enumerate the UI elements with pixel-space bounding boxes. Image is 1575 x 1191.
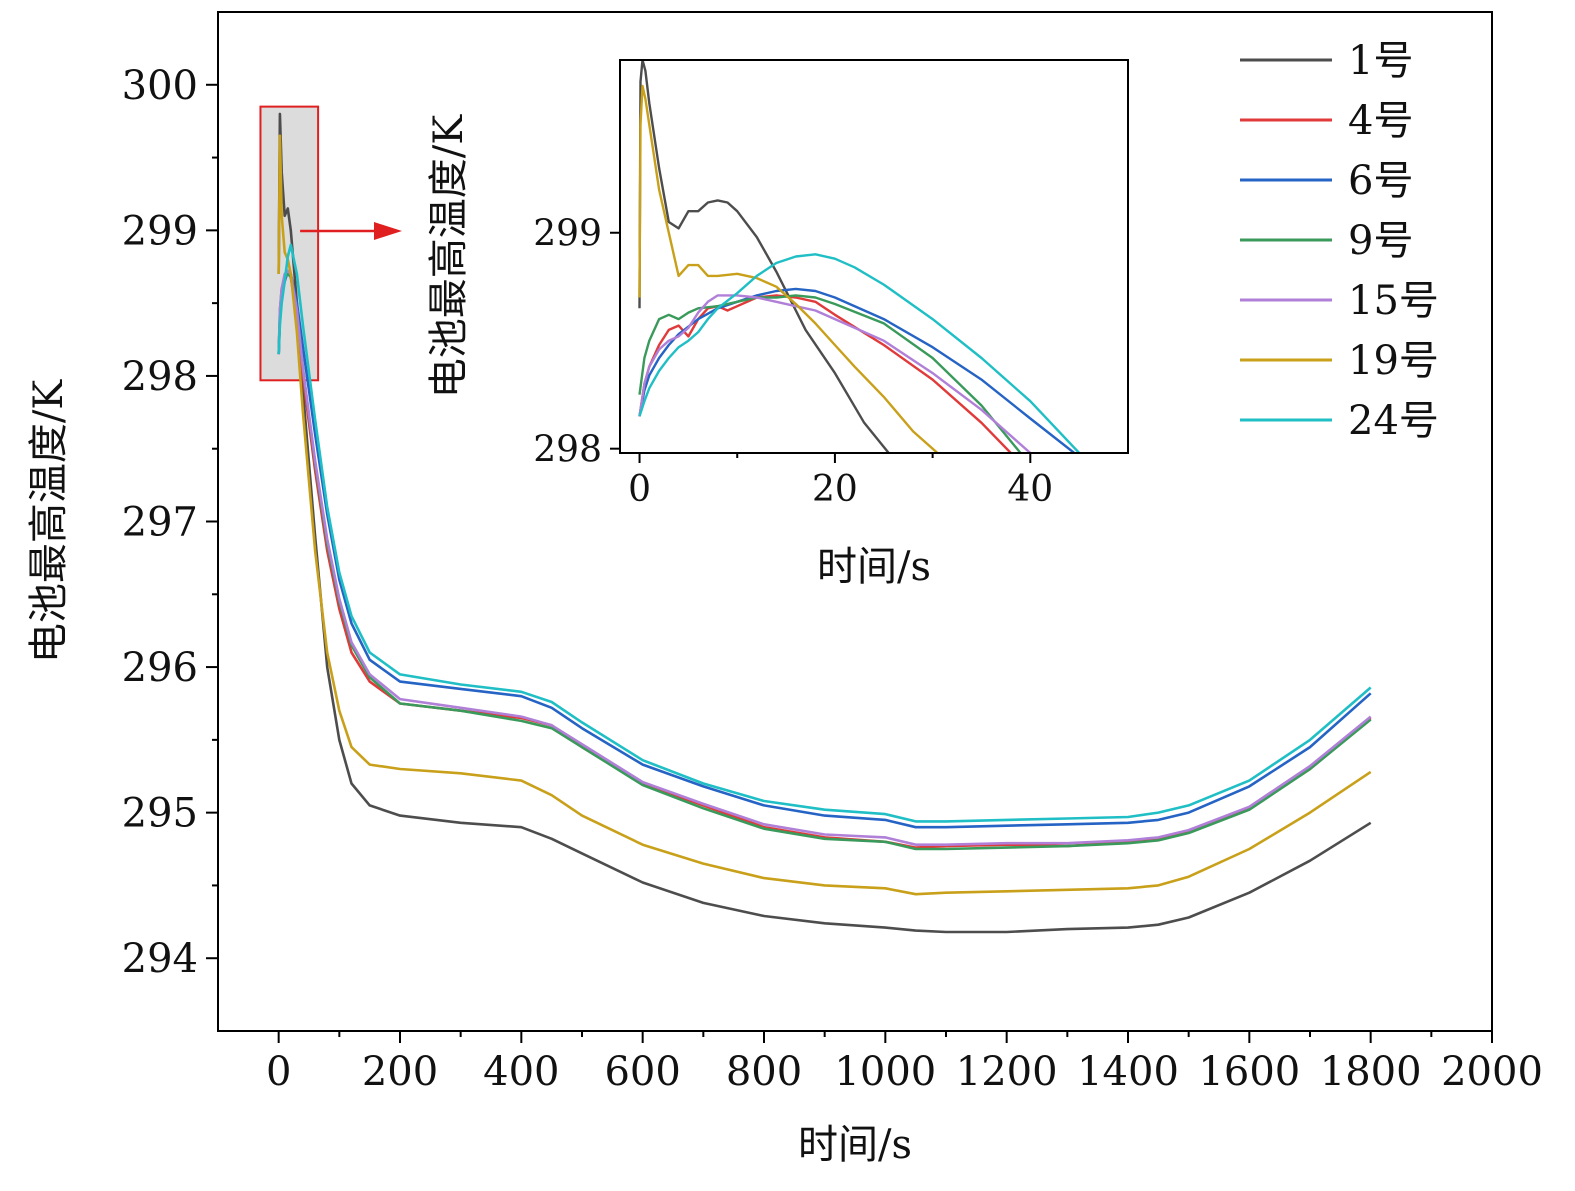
legend-label-1号: 1号 bbox=[1348, 38, 1413, 84]
inset-y-axis-title: 电池最高温度/K bbox=[426, 114, 472, 398]
main-x-tick-label: 1200 bbox=[956, 1049, 1058, 1095]
main-series-group bbox=[277, 112, 1372, 934]
main-plot: 0 200 400 600 800 1000 1200 1400 1600 1800 2000294… bbox=[26, 11, 1543, 1168]
legend-label-4号: 4号 bbox=[1348, 98, 1413, 144]
inset-series-line-15号 bbox=[638, 294, 1032, 453]
inset-series-line-1号 bbox=[638, 60, 890, 453]
main-x-tick-label: 2000 bbox=[1441, 1049, 1543, 1095]
inset-series-line-24号 bbox=[638, 253, 1081, 453]
inset-series-group bbox=[638, 60, 1081, 453]
main-x-tick-label: 400 bbox=[483, 1049, 559, 1095]
legend-label-9号: 9号 bbox=[1348, 218, 1413, 264]
main-y-tick-label: 296 bbox=[122, 645, 198, 691]
main-y-tick-label: 300 bbox=[122, 63, 198, 109]
legend-label-24号: 24号 bbox=[1348, 398, 1439, 444]
main-x-tick-label: 200 bbox=[362, 1049, 438, 1095]
main-y-tick-label: 298 bbox=[122, 354, 198, 400]
inset-background bbox=[620, 60, 1128, 453]
inset-x-tick-label: 0 bbox=[628, 469, 651, 510]
main-x-tick-label: 1800 bbox=[1320, 1049, 1422, 1095]
main-y-tick-label: 294 bbox=[122, 936, 198, 982]
inset-x-axis-title: 时间/s bbox=[817, 544, 931, 590]
main-x-axis-title: 时间/s bbox=[798, 1122, 912, 1168]
inset-x-tick-label: 20 bbox=[812, 469, 858, 510]
inset-y-tick-label: 298 bbox=[533, 429, 602, 470]
main-x-tick-label: 1000 bbox=[834, 1049, 936, 1095]
main-x-tick-label: 0 bbox=[266, 1049, 291, 1095]
main-y-tick-label: 297 bbox=[122, 500, 198, 546]
inset-plot-frame bbox=[619, 59, 1129, 454]
main-series-line-24号 bbox=[277, 243, 1372, 823]
inset-series-line-6号 bbox=[638, 287, 1076, 453]
inset-x-tick-label: 40 bbox=[1007, 469, 1053, 510]
legend: 1号 4号 6号 9号 15号 19号 24号 bbox=[1240, 38, 1439, 444]
main-series-line-19号 bbox=[277, 134, 1372, 896]
main-x-tick-label: 800 bbox=[726, 1049, 802, 1095]
main-x-tick-label: 1400 bbox=[1077, 1049, 1179, 1095]
inset-series-line-19号 bbox=[638, 84, 939, 453]
zoom-region-box bbox=[259, 105, 320, 382]
main-x-tick-label: 600 bbox=[604, 1049, 680, 1095]
inset-series-line-4号 bbox=[638, 294, 1012, 453]
legend-label-6号: 6号 bbox=[1348, 158, 1413, 204]
legend-label-15号: 15号 bbox=[1348, 278, 1439, 324]
main-y-tick-label: 295 bbox=[122, 791, 198, 837]
zoom-arrow-head bbox=[374, 222, 402, 240]
main-y-tick-label: 299 bbox=[122, 208, 198, 254]
legend-label-19号: 19号 bbox=[1348, 338, 1439, 384]
inset-series-line-9号 bbox=[638, 294, 1022, 453]
main-x-tick-label: 1600 bbox=[1198, 1049, 1300, 1095]
inset-y-tick-label: 299 bbox=[533, 213, 602, 254]
main-y-axis-title: 电池最高温度/K bbox=[26, 379, 72, 663]
inset-plot: 0 20 40 298 299 时间/s 电池最高温度/K bbox=[426, 59, 1129, 590]
